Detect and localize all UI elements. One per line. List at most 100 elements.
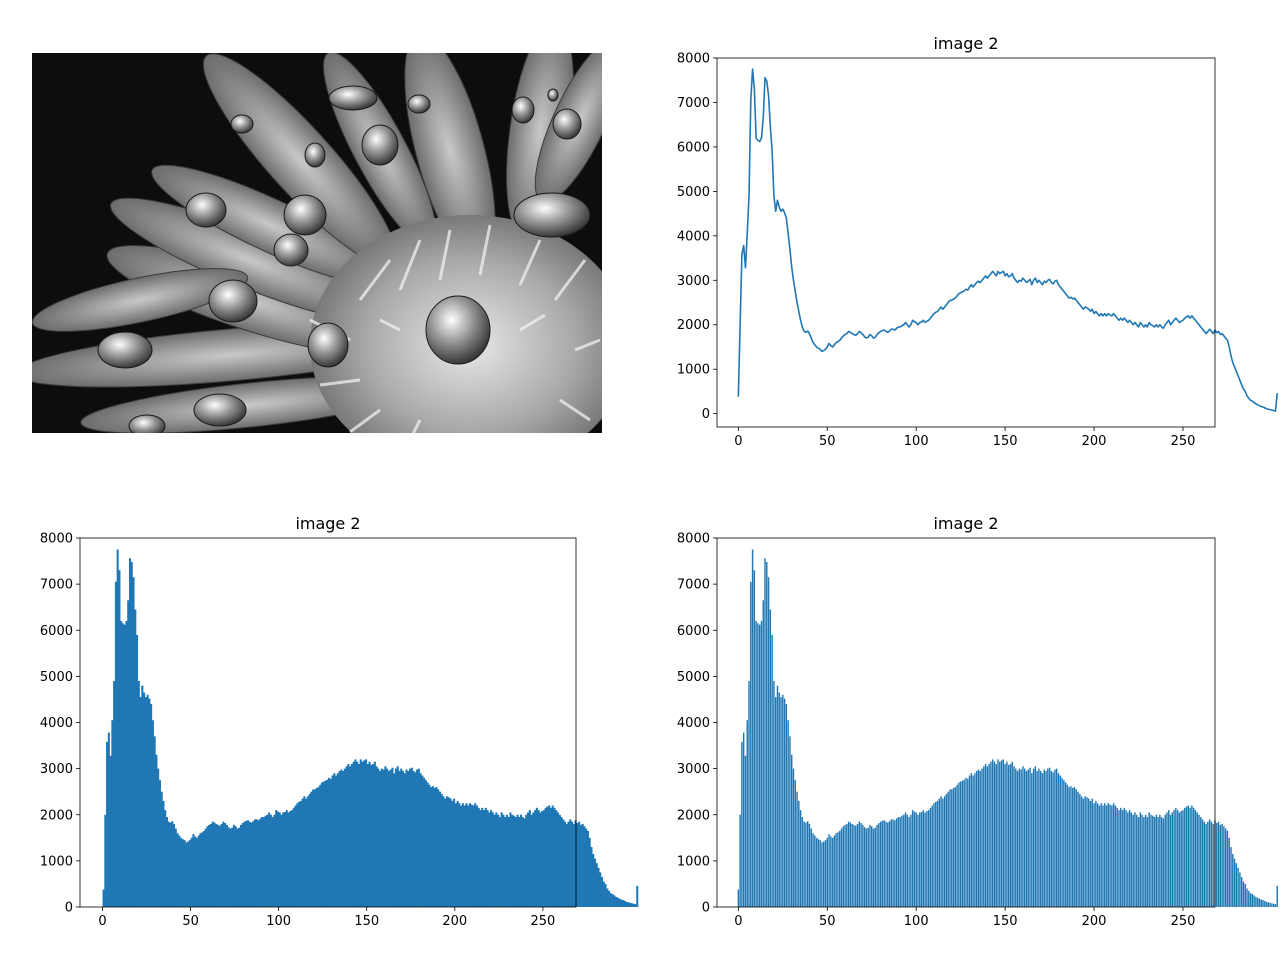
bar [920, 811, 923, 907]
histogram-bar [352, 761, 355, 907]
bar [887, 822, 889, 907]
bar [956, 784, 958, 907]
bar [1224, 828, 1227, 907]
histogram-bar [289, 811, 292, 907]
bar [792, 768, 795, 907]
bar [938, 798, 941, 907]
histogram-bar [474, 803, 477, 907]
y-tick-label: 6000 [40, 624, 73, 639]
histogram-bar [132, 577, 135, 907]
histogram-bar [560, 817, 563, 907]
bar [1185, 806, 1188, 907]
bar [1077, 791, 1079, 907]
x-tick-label: 100 [904, 914, 929, 929]
histogram-bar [581, 823, 584, 907]
histogram-bar [509, 812, 512, 907]
bar [1072, 787, 1074, 907]
histogram-bar [320, 782, 324, 907]
histogram-bar [298, 801, 301, 907]
bar [1269, 902, 1271, 907]
histogram-bar [426, 782, 429, 907]
histogram-bar [326, 779, 329, 907]
bar [1251, 894, 1254, 907]
bar [952, 787, 955, 907]
histogram-bar [623, 901, 626, 907]
bar [1073, 787, 1076, 907]
histogram-bar [292, 807, 295, 907]
bar [1121, 810, 1124, 907]
bar [872, 828, 875, 907]
bar [840, 828, 843, 907]
bar [967, 778, 969, 907]
bar [826, 837, 828, 907]
bar [993, 761, 996, 907]
bar [1100, 803, 1102, 907]
histogram-bar [261, 817, 264, 907]
histogram-bar [148, 698, 151, 907]
histogram-bar [350, 764, 353, 907]
bar [1096, 803, 1099, 907]
bar [1023, 768, 1026, 907]
histogram-bar [181, 839, 184, 907]
bar [1039, 770, 1042, 907]
histogram-bar [190, 837, 193, 907]
bar [814, 835, 816, 907]
histogram-bar [283, 811, 287, 907]
bar [855, 825, 857, 907]
bar [974, 773, 976, 907]
bar [757, 623, 759, 907]
histogram-bar [569, 819, 572, 907]
bar [796, 791, 798, 907]
histogram-bar [423, 777, 426, 907]
histogram-bar [315, 787, 318, 907]
histogram-bar [401, 770, 405, 907]
histogram-bar [313, 789, 316, 907]
bar [894, 820, 896, 907]
histogram-bar [490, 810, 493, 907]
bar [794, 780, 796, 907]
histogram-bar [585, 828, 588, 907]
bar [1256, 897, 1259, 907]
histogram-bar [403, 773, 406, 907]
histogram-bar [136, 634, 139, 907]
histogram-bar [372, 764, 375, 907]
bar [1262, 900, 1264, 907]
histogram-bar [453, 798, 456, 907]
bar [1047, 768, 1049, 907]
histogram-bar [218, 825, 221, 907]
line-chart: image 2 0 50 100 150 200 250 0 1000 2000 3000 4000 5… [677, 34, 1279, 449]
histogram-bar [361, 761, 364, 907]
bar [1187, 805, 1190, 907]
histogram-bar [567, 821, 570, 907]
x-tick-label: 150 [354, 914, 379, 929]
bar [1068, 787, 1070, 907]
histogram-bar [225, 824, 228, 907]
bar [1258, 898, 1261, 907]
histogram-bar [188, 840, 191, 907]
bar [1228, 837, 1230, 907]
histogram-bar [160, 791, 163, 907]
histogram-bar [333, 773, 336, 907]
histogram-bar [185, 842, 188, 907]
bar [1054, 769, 1056, 907]
bar [954, 787, 957, 907]
histogram-bar [227, 827, 230, 907]
histogram-bar [500, 812, 503, 907]
histogram-bar [363, 760, 366, 907]
histogram-bar [143, 692, 146, 907]
bar [1009, 764, 1012, 907]
histogram-bar [375, 766, 378, 907]
histogram-bar [438, 791, 442, 907]
bar [1159, 814, 1161, 907]
bar [1093, 803, 1095, 907]
histogram-bar [546, 806, 549, 907]
grayscale-flower-photo [32, 53, 602, 433]
histogram-bar [636, 885, 639, 907]
histogram-bar [553, 807, 556, 907]
bar [904, 812, 907, 907]
bar [919, 812, 921, 907]
bar [762, 600, 764, 907]
bar [833, 835, 836, 907]
bar [744, 755, 747, 907]
histogram-bar [275, 810, 278, 907]
